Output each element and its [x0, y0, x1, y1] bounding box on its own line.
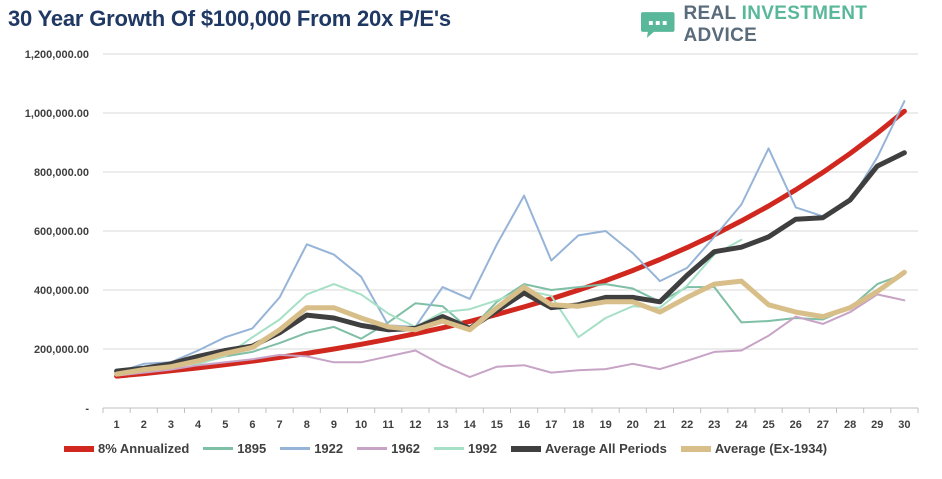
x-tick-label: 12	[409, 419, 421, 431]
legend-item: 8% Annualized	[64, 441, 189, 456]
x-tick-label: 5	[222, 419, 228, 431]
x-tick-label: 23	[708, 419, 720, 431]
x-tick-label: 17	[545, 419, 557, 431]
legend-item: 1895	[203, 441, 266, 456]
x-tick-label: 6	[249, 419, 255, 431]
x-tick-label: 1	[114, 419, 120, 431]
legend-label: 1922	[314, 441, 344, 456]
x-tick-label: 8	[304, 419, 310, 431]
brand-logo: REAL INVESTMENT ADVICE	[640, 3, 942, 46]
x-tick-label: 18	[572, 419, 584, 431]
legend-label: 1962	[391, 441, 421, 456]
x-tick-label: 26	[790, 419, 802, 431]
y-tick-label: 800,000.00	[34, 167, 89, 179]
series-line-average-ex-1934-	[114, 269, 907, 377]
chart-legend: 8% Annualized 1895 1922 1962 1992 Average All…	[64, 441, 841, 456]
y-tick-label: 400,000.00	[34, 285, 89, 297]
x-tick-label: 11	[382, 419, 394, 431]
legend-item: 1992	[434, 441, 497, 456]
x-tick-label: 9	[331, 419, 337, 431]
legend-swatch	[434, 447, 465, 450]
series-line-1992	[115, 238, 743, 375]
x-tick-label: 15	[491, 419, 503, 431]
legend-label: 1895	[237, 441, 267, 456]
legend-label: Average All Periods	[544, 441, 667, 456]
series-line-1922	[115, 100, 906, 374]
legend-label: 8% Annualized	[98, 441, 190, 456]
legend-label: 1992	[468, 441, 497, 456]
x-tick-label: 20	[627, 419, 639, 431]
x-tick-label: 22	[681, 419, 693, 431]
x-tick-label: 29	[871, 419, 883, 431]
legend-item: 1922	[280, 441, 343, 456]
series-line-1962	[115, 293, 906, 378]
y-tick-label: -	[85, 403, 89, 415]
x-tick-label: 19	[599, 419, 611, 431]
x-tick-label: 24	[735, 419, 748, 431]
x-tick-label: 16	[518, 419, 530, 431]
legend-item: Average All Periods	[510, 441, 667, 456]
brand-name: REAL INVESTMENT ADVICE	[684, 3, 942, 47]
x-tick-label: 30	[898, 419, 910, 431]
legend-swatch	[64, 445, 94, 452]
brand-real: REAL	[683, 3, 742, 24]
x-tick-label: 2	[141, 419, 147, 431]
x-tick-label: 7	[277, 419, 283, 431]
x-tick-label: 27	[817, 419, 829, 431]
y-tick-label: 1,200,000.00	[25, 49, 89, 61]
y-tick-label: 200,000.00	[34, 344, 89, 356]
legend-swatch	[203, 447, 234, 450]
y-tick-label: 600,000.00	[34, 226, 89, 238]
legend-swatch	[680, 445, 711, 452]
chart-title: 30 Year Growth Of $100,000 From 20x P/E'…	[8, 6, 451, 31]
brand-investment: INVESTMENT	[741, 3, 868, 24]
series-line-1895	[115, 272, 906, 376]
x-tick-label: 3	[168, 419, 174, 431]
x-tick-label: 13	[436, 419, 448, 431]
legend-swatch	[357, 447, 388, 450]
legend-swatch	[280, 447, 311, 450]
y-tick-label: 1,000,000.00	[25, 108, 89, 120]
x-tick-label: 25	[762, 419, 774, 431]
x-tick-label: 28	[844, 419, 856, 431]
x-tick-label: 21	[654, 419, 666, 431]
legend-label: Average (Ex-1934)	[714, 441, 828, 456]
legend-item: Average (Ex-1934)	[680, 441, 828, 456]
legend-swatch	[510, 445, 541, 452]
series-line-8-annualized	[114, 108, 907, 379]
speech-bubble-chart-icon	[640, 12, 675, 38]
x-tick-label: 4	[195, 419, 202, 431]
legend-item: 1962	[357, 441, 420, 456]
brand-advice: ADVICE	[683, 25, 758, 46]
x-tick-label: 10	[355, 419, 367, 431]
x-tick-label: 14	[464, 419, 477, 431]
